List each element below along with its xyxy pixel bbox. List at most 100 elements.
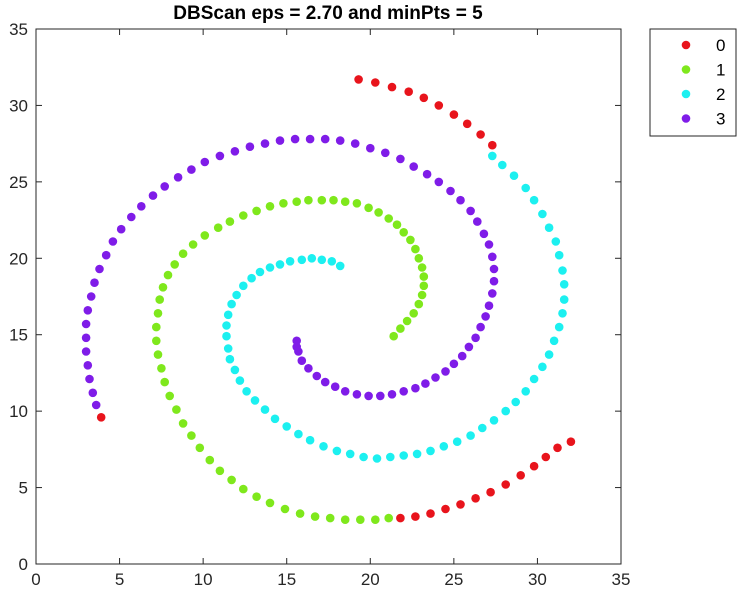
data-point [509, 171, 519, 180]
data-point [160, 182, 169, 191]
y-tick-label: 10 [9, 402, 28, 421]
data-point [335, 261, 345, 271]
data-point [265, 202, 275, 211]
data-point [340, 197, 350, 206]
data-point [173, 173, 183, 182]
data-point [434, 177, 444, 187]
data-point [404, 87, 414, 96]
series-3-points [81, 134, 499, 410]
data-point [359, 452, 368, 462]
data-point [252, 492, 261, 502]
legend-label-1: 1 [716, 61, 725, 80]
data-point [239, 281, 248, 291]
x-tick-label: 35 [612, 570, 631, 589]
data-point [178, 419, 188, 428]
data-point [250, 396, 260, 405]
data-point [558, 309, 567, 318]
data-point [90, 278, 99, 288]
data-point [456, 195, 465, 205]
data-point [148, 191, 158, 200]
data-point [304, 195, 313, 205]
data-point [232, 290, 241, 300]
data-point [187, 165, 196, 174]
data-point [558, 266, 567, 275]
data-point [456, 500, 465, 509]
data-point [279, 199, 288, 208]
data-point [414, 299, 424, 309]
data-point [479, 229, 489, 239]
data-point [230, 147, 240, 156]
data-point [356, 515, 365, 524]
data-point [255, 267, 265, 277]
data-point [200, 231, 210, 240]
data-point [95, 264, 104, 274]
data-point [389, 331, 399, 341]
legend-box [649, 28, 737, 137]
data-point [275, 136, 285, 145]
data-point [476, 322, 485, 332]
data-point [350, 139, 360, 148]
data-point [414, 253, 424, 263]
data-point [498, 160, 507, 170]
data-point [559, 280, 569, 289]
data-point [85, 374, 94, 384]
x-tick-label: 10 [194, 570, 213, 589]
data-point [225, 354, 235, 364]
data-point [411, 244, 420, 254]
data-point [297, 356, 307, 366]
data-point [265, 263, 275, 272]
data-point [419, 272, 429, 281]
legend-marker-0 [681, 40, 691, 50]
data-point [163, 270, 173, 280]
data-point [372, 454, 382, 463]
data-point [340, 387, 350, 396]
data-point [521, 387, 530, 396]
data-point [402, 316, 412, 326]
data-point [230, 365, 240, 375]
data-point [386, 452, 395, 462]
data-point [81, 347, 91, 356]
data-point [325, 513, 335, 523]
data-point [270, 414, 280, 424]
data-point [83, 361, 93, 370]
data-point [489, 264, 499, 274]
data-point [417, 263, 427, 272]
data-point [330, 382, 340, 392]
data-point [516, 471, 525, 480]
y-tick-label: 30 [9, 96, 28, 115]
data-point [449, 110, 459, 119]
data-point [304, 364, 313, 373]
data-point [421, 379, 430, 388]
data-point [188, 240, 198, 249]
data-point [544, 350, 554, 359]
data-point [412, 449, 422, 459]
data-point [419, 281, 429, 291]
data-point [489, 276, 499, 286]
data-point [399, 228, 409, 237]
data-point [559, 295, 569, 304]
data-point [158, 283, 168, 292]
data-points [81, 75, 576, 524]
data-point [364, 203, 373, 213]
y-tick-label: 5 [19, 479, 28, 498]
y-tick-label: 0 [19, 555, 28, 574]
data-point [551, 237, 561, 246]
data-point [225, 217, 235, 226]
data-point [352, 199, 362, 208]
data-point [511, 397, 520, 407]
data-point [441, 504, 450, 514]
data-point [538, 209, 547, 219]
data-point [396, 324, 405, 333]
data-point [153, 350, 163, 359]
data-point [354, 75, 363, 84]
data-point [374, 208, 383, 217]
data-point [108, 237, 118, 246]
data-point [439, 442, 449, 451]
data-point [529, 461, 539, 471]
data-point [473, 217, 482, 226]
data-point [83, 306, 93, 315]
data-point [387, 82, 397, 92]
data-point [305, 134, 315, 144]
data-point [384, 214, 394, 223]
data-point [213, 223, 223, 232]
